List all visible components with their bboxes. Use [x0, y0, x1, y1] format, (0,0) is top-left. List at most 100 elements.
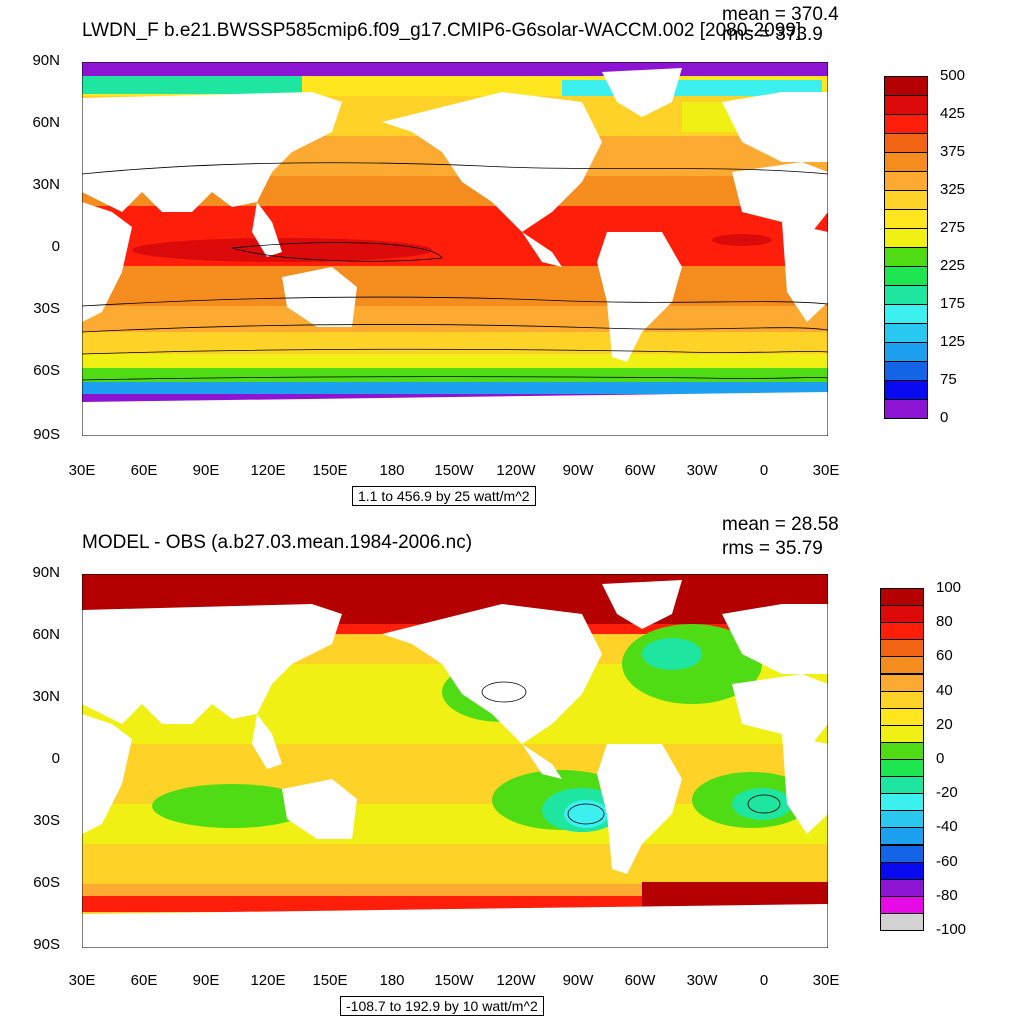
colorbar-box [880, 605, 924, 624]
lat-label: 30S [33, 300, 60, 317]
contours [82, 162, 828, 381]
colorbar-label: 40 [936, 681, 953, 699]
lon-label: 120W [496, 972, 536, 989]
colorbar-box [880, 827, 924, 846]
lat-label: 0 [51, 750, 60, 767]
colorbar-box [880, 844, 924, 863]
colorbar-label: -100 [936, 921, 967, 938]
warm-pool [132, 238, 432, 262]
colorbar-label: -80 [936, 886, 958, 904]
lon-label: 180 [379, 462, 405, 479]
colorbar-label: 100 [936, 579, 962, 596]
colorbar-label: 75 [940, 371, 957, 388]
colorbar-box [880, 759, 924, 778]
antarctica [82, 904, 828, 948]
australia [282, 267, 357, 327]
lon-label: 120W [496, 462, 536, 479]
lat-label: 90S [33, 426, 60, 443]
lon-label: 120E [250, 972, 286, 989]
lon-label: 30E [812, 462, 840, 479]
band [82, 332, 828, 354]
map-title: MODEL - OBS (a.b27.03.mean.1984-2006.nc) [82, 532, 473, 553]
mean-label: mean = 28.58 [722, 514, 839, 535]
lon-label: 30W [686, 462, 718, 479]
colorbar-label: -60 [936, 852, 958, 870]
colorbar-box [880, 878, 924, 897]
lat-label: 60N [32, 114, 60, 131]
colorbar [884, 76, 928, 419]
antarctica [82, 392, 828, 436]
lon-label: 90E [192, 972, 220, 989]
lat-label: 30N [32, 176, 60, 193]
europe [722, 92, 828, 162]
map-plot [82, 62, 828, 436]
anomaly-area [152, 784, 312, 828]
south-america [597, 232, 682, 362]
colorbar-box [880, 622, 924, 641]
colorbar-box [884, 361, 928, 381]
colorbar-box [884, 304, 928, 324]
map-canvas [82, 574, 828, 948]
colorbar-label: 325 [940, 181, 966, 198]
colorbar-box [880, 776, 924, 795]
lon-label: 150E [312, 972, 348, 989]
range-note: -108.7 to 192.9 by 10 watt/m^2 [340, 996, 544, 1016]
lon-label: 60E [130, 462, 158, 479]
colorbar-box [880, 861, 924, 880]
central-america [522, 744, 562, 779]
map-panel-top: LWDN_F b.e21.BWSSP585cmip6.f09_g17.CMIP6… [32, 4, 966, 506]
colorbar-box [880, 639, 924, 658]
eurasia [82, 604, 342, 724]
colorbar-box [880, 588, 924, 607]
colorbar-box [884, 342, 928, 362]
colorbar-label: 275 [940, 219, 966, 236]
colorbar-box [884, 247, 928, 267]
colorbar-box [884, 171, 928, 191]
colorbar-box [880, 707, 924, 726]
australia [282, 779, 357, 839]
colorbar-box [884, 323, 928, 343]
lon-label: 120E [250, 462, 286, 479]
lon-label: 180 [379, 972, 405, 989]
lon-label: 60W [624, 462, 656, 479]
colorbar [880, 588, 924, 931]
colorbar-box [884, 266, 928, 286]
lon-label: 150W [434, 462, 474, 479]
colorbar-box [880, 810, 924, 829]
colorbar-label: 175 [940, 295, 966, 312]
lon-label: 30E [812, 972, 840, 989]
warm-pool [712, 234, 772, 246]
lon-label: 30W [686, 972, 718, 989]
colorbar-box [884, 152, 928, 172]
lat-label: 90N [32, 52, 60, 69]
colorbar-label: -40 [936, 818, 958, 836]
colorbar-box [884, 228, 928, 248]
colorbar-box [884, 76, 928, 96]
colorbar-box [880, 673, 924, 692]
land [82, 68, 828, 436]
colorbar-label: 375 [940, 143, 966, 160]
rms-label: rms = 373.9 [722, 24, 823, 45]
africa-east [82, 714, 132, 834]
lon-label: 60W [624, 972, 656, 989]
colorbar-label: 80 [936, 613, 953, 631]
europe [722, 604, 828, 674]
colorbar-label: 0 [940, 409, 949, 426]
greenland [602, 580, 682, 629]
anomaly-area [564, 800, 608, 828]
lon-label: 0 [759, 462, 769, 479]
lat-label: 60S [33, 874, 60, 891]
colorbar-box [880, 724, 924, 743]
lat-label: 60N [32, 626, 60, 643]
colorbar-label: 20 [936, 715, 953, 733]
lat-label: 90N [32, 564, 60, 581]
lat-label: 30S [33, 812, 60, 829]
lon-label: 90E [192, 462, 220, 479]
anomaly-area [732, 788, 792, 820]
band [82, 844, 828, 884]
colorbar-label: 500 [940, 67, 966, 84]
lon-label: 150W [434, 972, 474, 989]
colorbar-label: 425 [940, 105, 966, 122]
colorbar-box [884, 380, 928, 400]
lat-label: 60S [33, 362, 60, 379]
